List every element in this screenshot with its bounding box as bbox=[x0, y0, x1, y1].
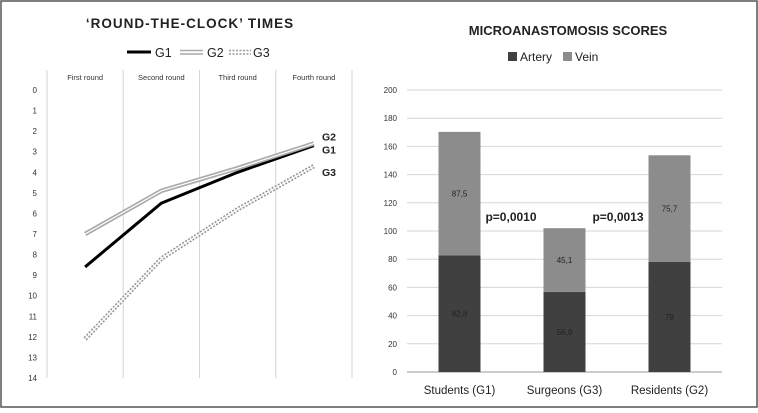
bar-y-tick-label: 100 bbox=[384, 227, 398, 236]
line-y-tick-label: 2 bbox=[33, 127, 38, 136]
bar-y-tick-labels: 0 20 40 60 80 100 120 140 160 180 200 bbox=[384, 86, 398, 377]
bar-category-label: Surgeons (G3) bbox=[527, 385, 603, 397]
bar-y-tick-label: 200 bbox=[384, 86, 398, 95]
bar-y-tick-label: 120 bbox=[384, 199, 398, 208]
legend-label-artery: Artery bbox=[520, 50, 552, 64]
line-y-tick-label: 8 bbox=[33, 251, 38, 260]
line-y-tick-label: 10 bbox=[28, 292, 37, 301]
bar-segment-artery bbox=[543, 291, 586, 372]
line-y-tick-label: 12 bbox=[28, 333, 37, 342]
bar-y-tick-label: 0 bbox=[393, 368, 398, 377]
line-y-tick-label: 5 bbox=[33, 189, 38, 198]
bar-y-tick-label: 20 bbox=[388, 340, 397, 349]
legend-label-g2: G2 bbox=[207, 46, 224, 60]
line-y-tick-label: 6 bbox=[33, 209, 38, 218]
bar-segment-vein bbox=[543, 228, 586, 292]
bar-segment-vein bbox=[648, 155, 691, 263]
line-category-label: First round bbox=[67, 73, 103, 82]
bar-y-tick-label: 180 bbox=[384, 114, 398, 123]
line-legend: G1 G2 G3 bbox=[127, 46, 270, 60]
line-grid bbox=[46, 70, 353, 378]
bar-category-label: Students (G1) bbox=[424, 385, 496, 397]
bar-category-label: Residents (G2) bbox=[631, 385, 709, 397]
line-chart: ‘ROUND-THE-CLOCK’ TIMES G1 G2 G3 First r… bbox=[28, 16, 353, 383]
line-series-group bbox=[83, 141, 315, 341]
series-line-g3-inner bbox=[84, 165, 315, 340]
series-end-label-g1: G1 bbox=[322, 145, 336, 157]
p-value-annotation-2: p=0,0013 bbox=[592, 210, 643, 224]
bar-y-tick-label: 60 bbox=[388, 283, 397, 292]
legend-label-vein: Vein bbox=[575, 50, 598, 64]
line-y-tick-label: 7 bbox=[33, 230, 38, 239]
legend-label-g3: G3 bbox=[253, 46, 270, 60]
line-y-tick-label: 14 bbox=[28, 374, 37, 383]
bar-data-label: 87,5 bbox=[452, 190, 468, 199]
bar-category-labels: Students (G1) Surgeons (G3) Residents (G2) bbox=[424, 385, 709, 397]
line-y-tick-label: 3 bbox=[33, 148, 38, 157]
line-category-labels: First round Second round Third round Fourth… bbox=[67, 73, 335, 82]
series-end-label-g3: G3 bbox=[322, 167, 336, 179]
bar-legend: Artery Vein bbox=[508, 50, 598, 64]
line-category-label: Second round bbox=[138, 73, 185, 82]
line-y-tick-label: 4 bbox=[33, 168, 38, 177]
series-line-g2-inner bbox=[84, 142, 315, 235]
line-end-labels: G1 G2 G3 bbox=[322, 131, 336, 179]
line-y-tick-label: 13 bbox=[28, 353, 37, 362]
series-line-g1 bbox=[84, 144, 315, 269]
line-y-tick-label: 0 bbox=[33, 86, 38, 95]
bar-data-label: 78 bbox=[665, 313, 674, 322]
bar-data-label: 56,9 bbox=[557, 328, 573, 337]
bar-y-tick-label: 140 bbox=[384, 171, 398, 180]
bar-series-group: 82,8 87,5 56,9 45,1 78 75,7 bbox=[438, 131, 691, 372]
bar-data-label: 75,7 bbox=[662, 205, 678, 214]
bar-segment-vein bbox=[438, 131, 481, 256]
bar-y-tick-label: 160 bbox=[384, 142, 398, 151]
bar-chart: MICROANASTOMOSIS SCORES Artery Vein 0 20 4… bbox=[384, 23, 722, 397]
bar-segment-artery bbox=[438, 255, 481, 372]
legend-swatch-artery bbox=[508, 52, 517, 61]
bar-y-tick-label: 40 bbox=[388, 312, 397, 321]
p-value-annotation-1: p=0,0010 bbox=[485, 210, 536, 224]
legend-swatch-vein bbox=[563, 52, 572, 61]
line-category-label: Fourth round bbox=[292, 73, 335, 82]
series-end-label-g2: G2 bbox=[322, 131, 336, 143]
line-y-tick-label: 9 bbox=[33, 271, 38, 280]
bar-data-label: 82,8 bbox=[452, 310, 468, 319]
bar-chart-title: MICROANASTOMOSIS SCORES bbox=[469, 23, 668, 38]
bar-segment-artery bbox=[648, 262, 691, 372]
line-chart-title: ‘ROUND-THE-CLOCK’ TIMES bbox=[86, 16, 294, 31]
line-y-tick-label: 1 bbox=[33, 107, 38, 116]
legend-label-g1: G1 bbox=[155, 46, 172, 60]
bar-y-tick-label: 80 bbox=[388, 255, 397, 264]
line-y-tick-label: 11 bbox=[29, 312, 38, 321]
bar-data-label: 45,1 bbox=[557, 256, 573, 265]
line-category-label: Third round bbox=[218, 73, 256, 82]
